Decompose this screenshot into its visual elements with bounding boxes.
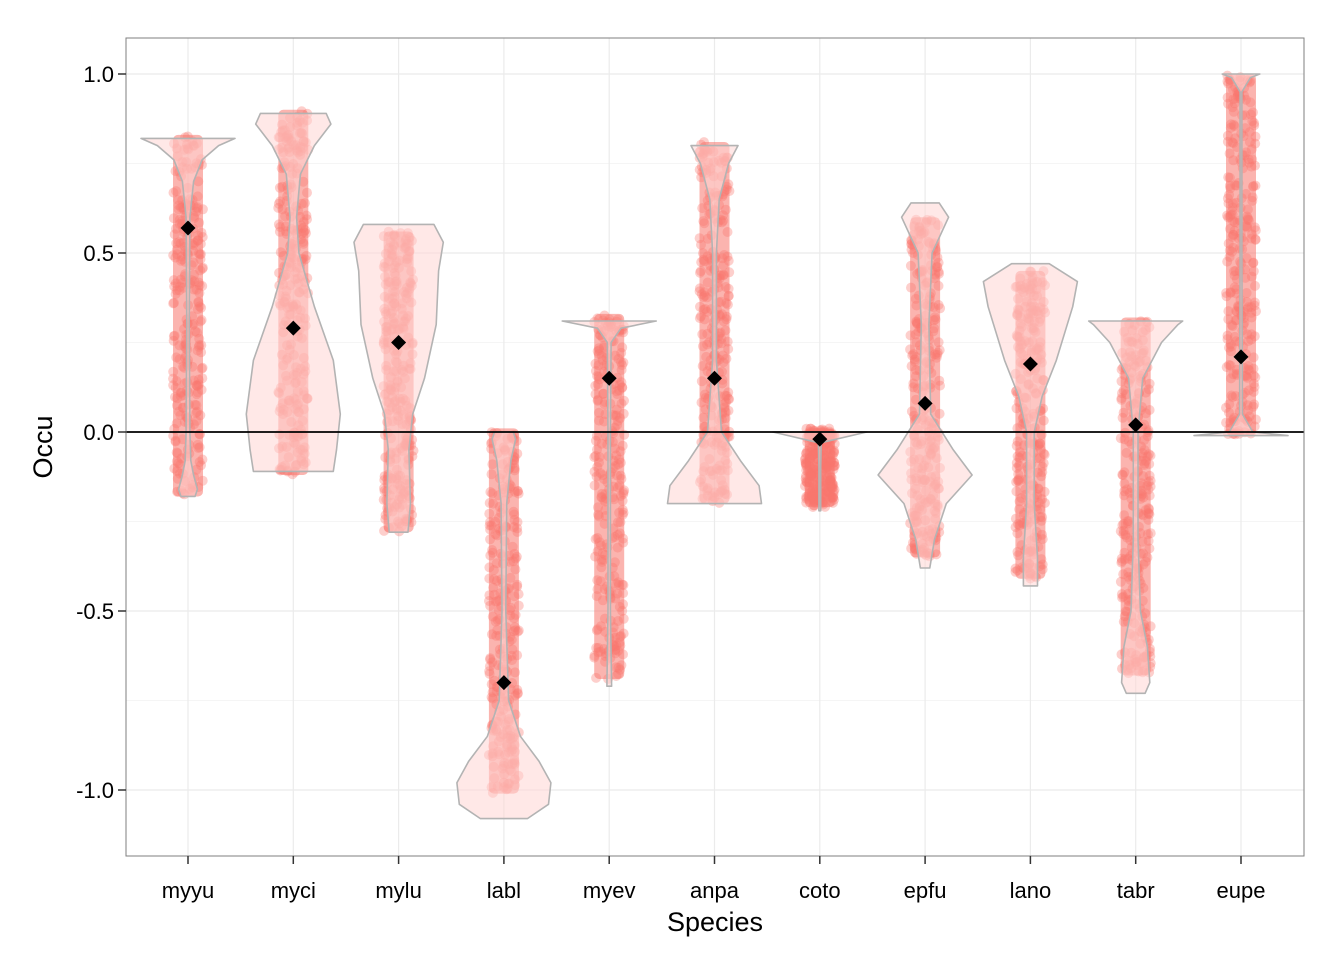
x-tick-label-eupe: eupe [1217,878,1266,903]
mean-marker-eupe [1233,349,1249,365]
y-tick-label: 1.0 [83,62,114,87]
violin-group-mylu [353,223,445,537]
violin-group-anpa [666,137,763,508]
violin-myyu [140,137,236,498]
violin-tabr [1087,320,1184,695]
x-axis-title: Species [667,907,763,937]
x-tick-label-lano: lano [1010,878,1052,903]
mean-marker-myyu [180,220,196,236]
violin-group-myev [561,310,658,688]
mean-marker-labl [496,675,512,691]
y-axis-title: Occu [28,415,58,478]
violin-group-lano [982,262,1079,587]
mean-marker-lano [1022,356,1038,372]
mean-marker-myci [285,320,301,336]
mean-marker-mylu [391,335,407,350]
x-tick-label-myev: myev [583,878,636,903]
violin-group-myyu [140,131,236,500]
x-tick-label-labl: labl [487,878,521,903]
x-tick-label-myci: myci [271,878,316,903]
violin-mylu [353,223,445,534]
violin-epfu [877,202,973,569]
x-tick-label-epfu: epfu [904,878,947,903]
violin-group-epfu [877,202,973,569]
mean-markers [180,220,1249,691]
y-axis: -1.0 -0.5 0.0 0.5 1.0 [76,62,126,803]
violin-group-tabr [1087,316,1184,695]
mean-marker-coto [812,431,828,447]
x-tick-label-coto: coto [799,878,841,903]
violin-group-coto [771,423,868,512]
y-tick-label: -0.5 [76,599,114,624]
y-tick-label: 0.0 [83,420,114,445]
y-tick-label: -1.0 [76,778,114,803]
violin-group-eupe [1193,70,1289,440]
violin-layer [140,70,1289,820]
mean-marker-tabr [1128,417,1144,433]
x-tick-label-anpa: anpa [690,878,740,903]
x-tick-label-tabr: tabr [1117,878,1155,903]
violin-group-myci [245,106,342,480]
x-tick-label-myyu: myyu [162,878,215,903]
mean-marker-anpa [707,370,722,386]
mean-marker-myev [601,370,617,386]
x-axis: myyu myci mylu labl myev anpa coto epfu lano tabr… [162,856,1266,903]
violin-group-labl [456,427,552,820]
x-tick-label-mylu: mylu [375,878,421,903]
y-tick-label: 0.5 [83,241,114,266]
mean-marker-epfu [917,395,933,411]
violin-myci [245,112,342,473]
